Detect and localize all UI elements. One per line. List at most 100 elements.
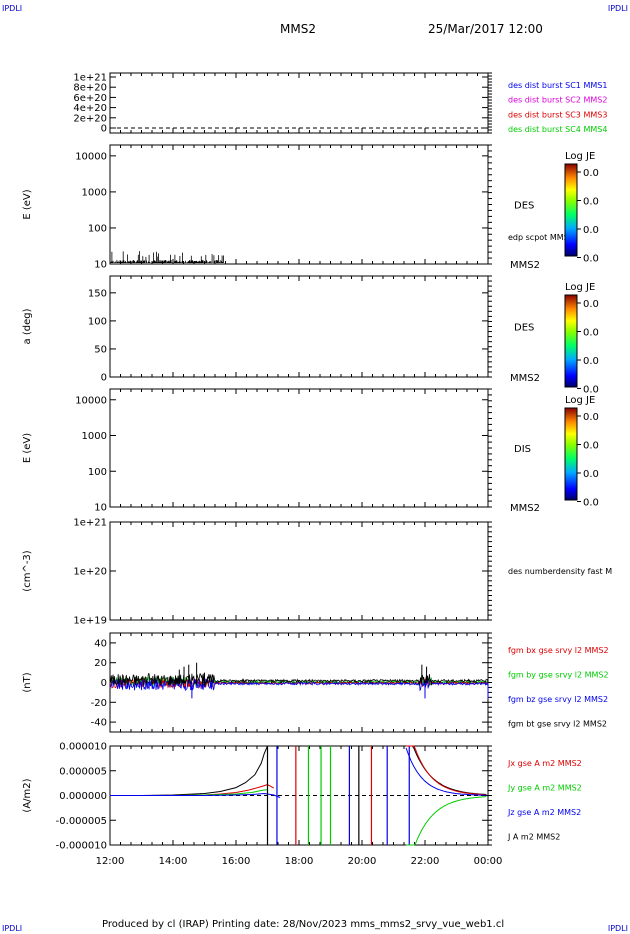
y-axis-label: a (deg): [22, 308, 33, 344]
legend-label: des dist burst SC2 MMS2: [508, 96, 607, 105]
y-axis-label: (cm^-3): [22, 550, 33, 591]
time-tick-label: 18:00: [285, 856, 314, 867]
spacecraft-label: MMS2: [510, 260, 540, 271]
colorbar-tick-label: 0.0: [583, 498, 599, 509]
y-tick-label: 20: [94, 658, 107, 669]
colorbar-title: Log JE: [565, 282, 595, 293]
colorbar: [564, 294, 578, 388]
colorbar-title: Log JE: [565, 151, 595, 162]
time-tick-label: 14:00: [159, 856, 188, 867]
y-tick-label: 40: [94, 638, 107, 649]
legend-label: des dist burst SC1 MMS1: [508, 81, 607, 90]
current-recovery-curve: [406, 796, 487, 846]
footer-text: Produced by cl (IRAP) Printing date: 28/…: [102, 919, 505, 930]
instrument-label: DES: [514, 201, 534, 212]
panel-frame-des_pitch: [109, 275, 489, 378]
time-tick-label: 12:00: [96, 856, 125, 867]
time-tick-label: 16:00: [222, 856, 251, 867]
y-tick-label: 1e+21: [73, 73, 107, 84]
y-tick-label: 10: [94, 503, 107, 514]
colorbar-tick-label: 0.0: [583, 328, 599, 339]
y-tick-label: 10000: [75, 151, 107, 162]
y-tick-label: 8e+20: [73, 83, 107, 94]
time-tick-label: 22:00: [411, 856, 440, 867]
y-tick-label: -20: [91, 698, 107, 709]
y-tick-label: 100: [88, 223, 107, 234]
y-tick-label: 1e+20: [73, 567, 107, 578]
legend-label: fgm by gse srvy l2 MMS2: [508, 671, 609, 680]
panel-frame-burst: [109, 72, 489, 134]
colorbar-tick-label: 0.0: [583, 385, 599, 396]
legend-label: fgm bx gse srvy l2 MMS2: [508, 646, 609, 655]
current-recovery-curve: [405, 747, 487, 796]
y-tick-label: 4e+20: [73, 103, 107, 114]
y-tick-label: 0: [101, 678, 107, 689]
y-tick-label: 1e+19: [73, 616, 107, 627]
spacecraft-label: MMS2: [510, 503, 540, 514]
colorbar-tick-label: 0.0: [583, 225, 599, 236]
y-tick-label: 150: [88, 288, 107, 299]
y-tick-label: 0: [101, 124, 107, 135]
colorbar-tick-label: 0.0: [583, 299, 599, 310]
y-tick-label: 2e+20: [73, 113, 107, 124]
datetime-title: 25/Mar/2017 12:00: [428, 22, 543, 36]
colorbar-tick-label: 0.0: [583, 197, 599, 208]
instrument-label: DIS: [514, 444, 531, 455]
y-axis-label: (nT): [22, 672, 33, 692]
y-axis-label: E (eV): [22, 433, 33, 463]
y-tick-label: 50: [94, 344, 107, 355]
legend-label: des dist burst SC3 MMS3: [508, 110, 607, 119]
y-tick-label: 1000: [82, 187, 107, 198]
panel-frame-density: [109, 521, 489, 621]
legend-label: Jx gse A m2 MMS2: [507, 759, 582, 768]
corner-label-top-right: IPDLI: [607, 4, 628, 13]
legend-label: des dist burst SC4 MMS4: [508, 125, 607, 134]
y-tick-label: 100: [88, 467, 107, 478]
y-tick-label: 0: [101, 373, 107, 384]
legend-label: des numberdensity fast M: [508, 567, 612, 576]
y-tick-label: 100: [88, 316, 107, 327]
corner-label-top-left: IPDLI: [2, 4, 23, 13]
y-axis-label: (A/m2): [22, 778, 33, 812]
scpot-trace: [109, 251, 224, 263]
panel-frame-dis_energy: [109, 388, 489, 508]
current-series-line: [110, 745, 268, 796]
y-tick-label: 0.000010: [59, 742, 107, 753]
current-recovery-curve: [406, 745, 487, 796]
time-tick-label: 00:00: [474, 856, 503, 867]
y-tick-label: 6e+20: [73, 93, 107, 104]
corner-label-bottom-left: IPDLI: [2, 924, 23, 933]
y-tick-label: 1000: [82, 431, 107, 442]
y-tick-label: 10: [94, 260, 107, 271]
spacecraft-title: MMS2: [280, 22, 316, 36]
y-tick-label: -40: [91, 718, 107, 729]
colorbar-tick-label: 0.0: [583, 254, 599, 265]
current-series-line: [110, 792, 281, 798]
colorbar: [564, 163, 578, 257]
field-component-trace: [109, 672, 489, 687]
colorbar-title: Log JE: [565, 395, 595, 406]
colorbar-tick-label: 0.0: [583, 356, 599, 367]
colorbar: [564, 407, 578, 501]
instrument-label: DES: [514, 323, 534, 334]
legend-label: fgm bt gse srvy l2 MMS2: [508, 720, 607, 729]
overlay-label: edp scpot MMS2: [508, 233, 574, 242]
legend-label: J A m2 MMS2: [507, 833, 560, 842]
legend-label: Jy gse A m2 MMS2: [507, 784, 582, 793]
spacecraft-label: MMS2: [510, 373, 540, 384]
y-tick-label: -0.000005: [56, 816, 107, 827]
colorbar-tick-label: 0.0: [583, 441, 599, 452]
y-tick-label: 10000: [75, 395, 107, 406]
legend-label: fgm bz gse srvy l2 MMS2: [508, 695, 608, 704]
y-axis-label: E (eV): [22, 189, 33, 219]
colorbar-tick-label: 0.0: [583, 412, 599, 423]
y-tick-label: -0.000010: [56, 841, 107, 852]
colorbar-tick-label: 0.0: [583, 469, 599, 480]
y-tick-label: 0.000005: [59, 766, 107, 777]
panel-frame-des_energy: [109, 144, 489, 265]
time-tick-label: 20:00: [348, 856, 377, 867]
legend-label: Jz gse A m2 MMS2: [507, 808, 581, 817]
y-tick-label: 1e+21: [73, 518, 107, 529]
colorbar-tick-label: 0.0: [583, 168, 599, 179]
